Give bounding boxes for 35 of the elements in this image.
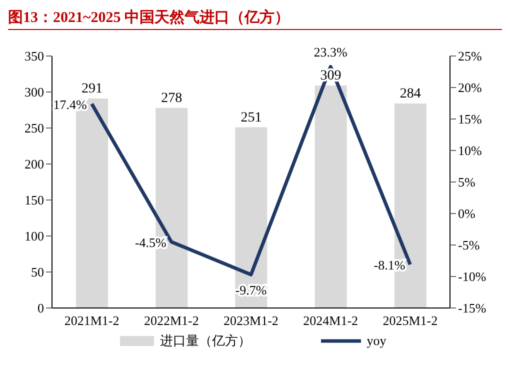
data-label: -9.7% (235, 282, 267, 298)
y-tick-label: 250 (24, 120, 44, 136)
legend-label: yoy (366, 332, 386, 350)
y2-tick-label: 5% (458, 174, 476, 190)
y2-tick-label: 10% (458, 143, 482, 158)
legend-label: 进口量（亿方） (158, 332, 251, 350)
y-tick-label: 300 (24, 84, 44, 100)
y2-tick-label: -10% (458, 269, 486, 284)
x-tick-label: 2023M1-2 (224, 313, 278, 328)
x-tick-label: 2022M1-2 (144, 313, 199, 328)
y2-tick-label: 15% (458, 112, 482, 127)
data-label: 17.4% (53, 96, 87, 112)
data-label: 23.3% (314, 44, 348, 60)
x-tick-label: 2021M1-2 (64, 313, 120, 328)
y2-tick-label: 25% (458, 48, 482, 64)
data-label: -4.5% (134, 234, 167, 250)
y2-tick-label: 20% (458, 80, 482, 96)
y2-tick-label: -15% (458, 300, 486, 316)
y-tick-label: 150 (24, 192, 44, 208)
data-label: 291 (82, 81, 102, 96)
y-tick-label: 100 (24, 228, 44, 244)
data-label: -8.1% (374, 258, 406, 273)
y2-tick-label: 0% (458, 206, 476, 222)
y-tick-label: 200 (24, 156, 44, 172)
y-tick-label: 0 (38, 300, 44, 316)
chart-title: 图13：2021~2025 中国天然气进口（亿方） (8, 8, 502, 30)
x-tick-label: 2024M1-2 (303, 313, 358, 328)
y-tick-label: 350 (24, 48, 44, 64)
data-label: 278 (161, 90, 182, 106)
y-tick-label: 50 (31, 264, 44, 280)
bar (314, 86, 347, 308)
data-label: 284 (400, 86, 421, 102)
x-tick-label: 2025M1-2 (382, 313, 438, 328)
data-label: 251 (240, 110, 262, 126)
y2-tick-label: -5% (458, 238, 480, 253)
